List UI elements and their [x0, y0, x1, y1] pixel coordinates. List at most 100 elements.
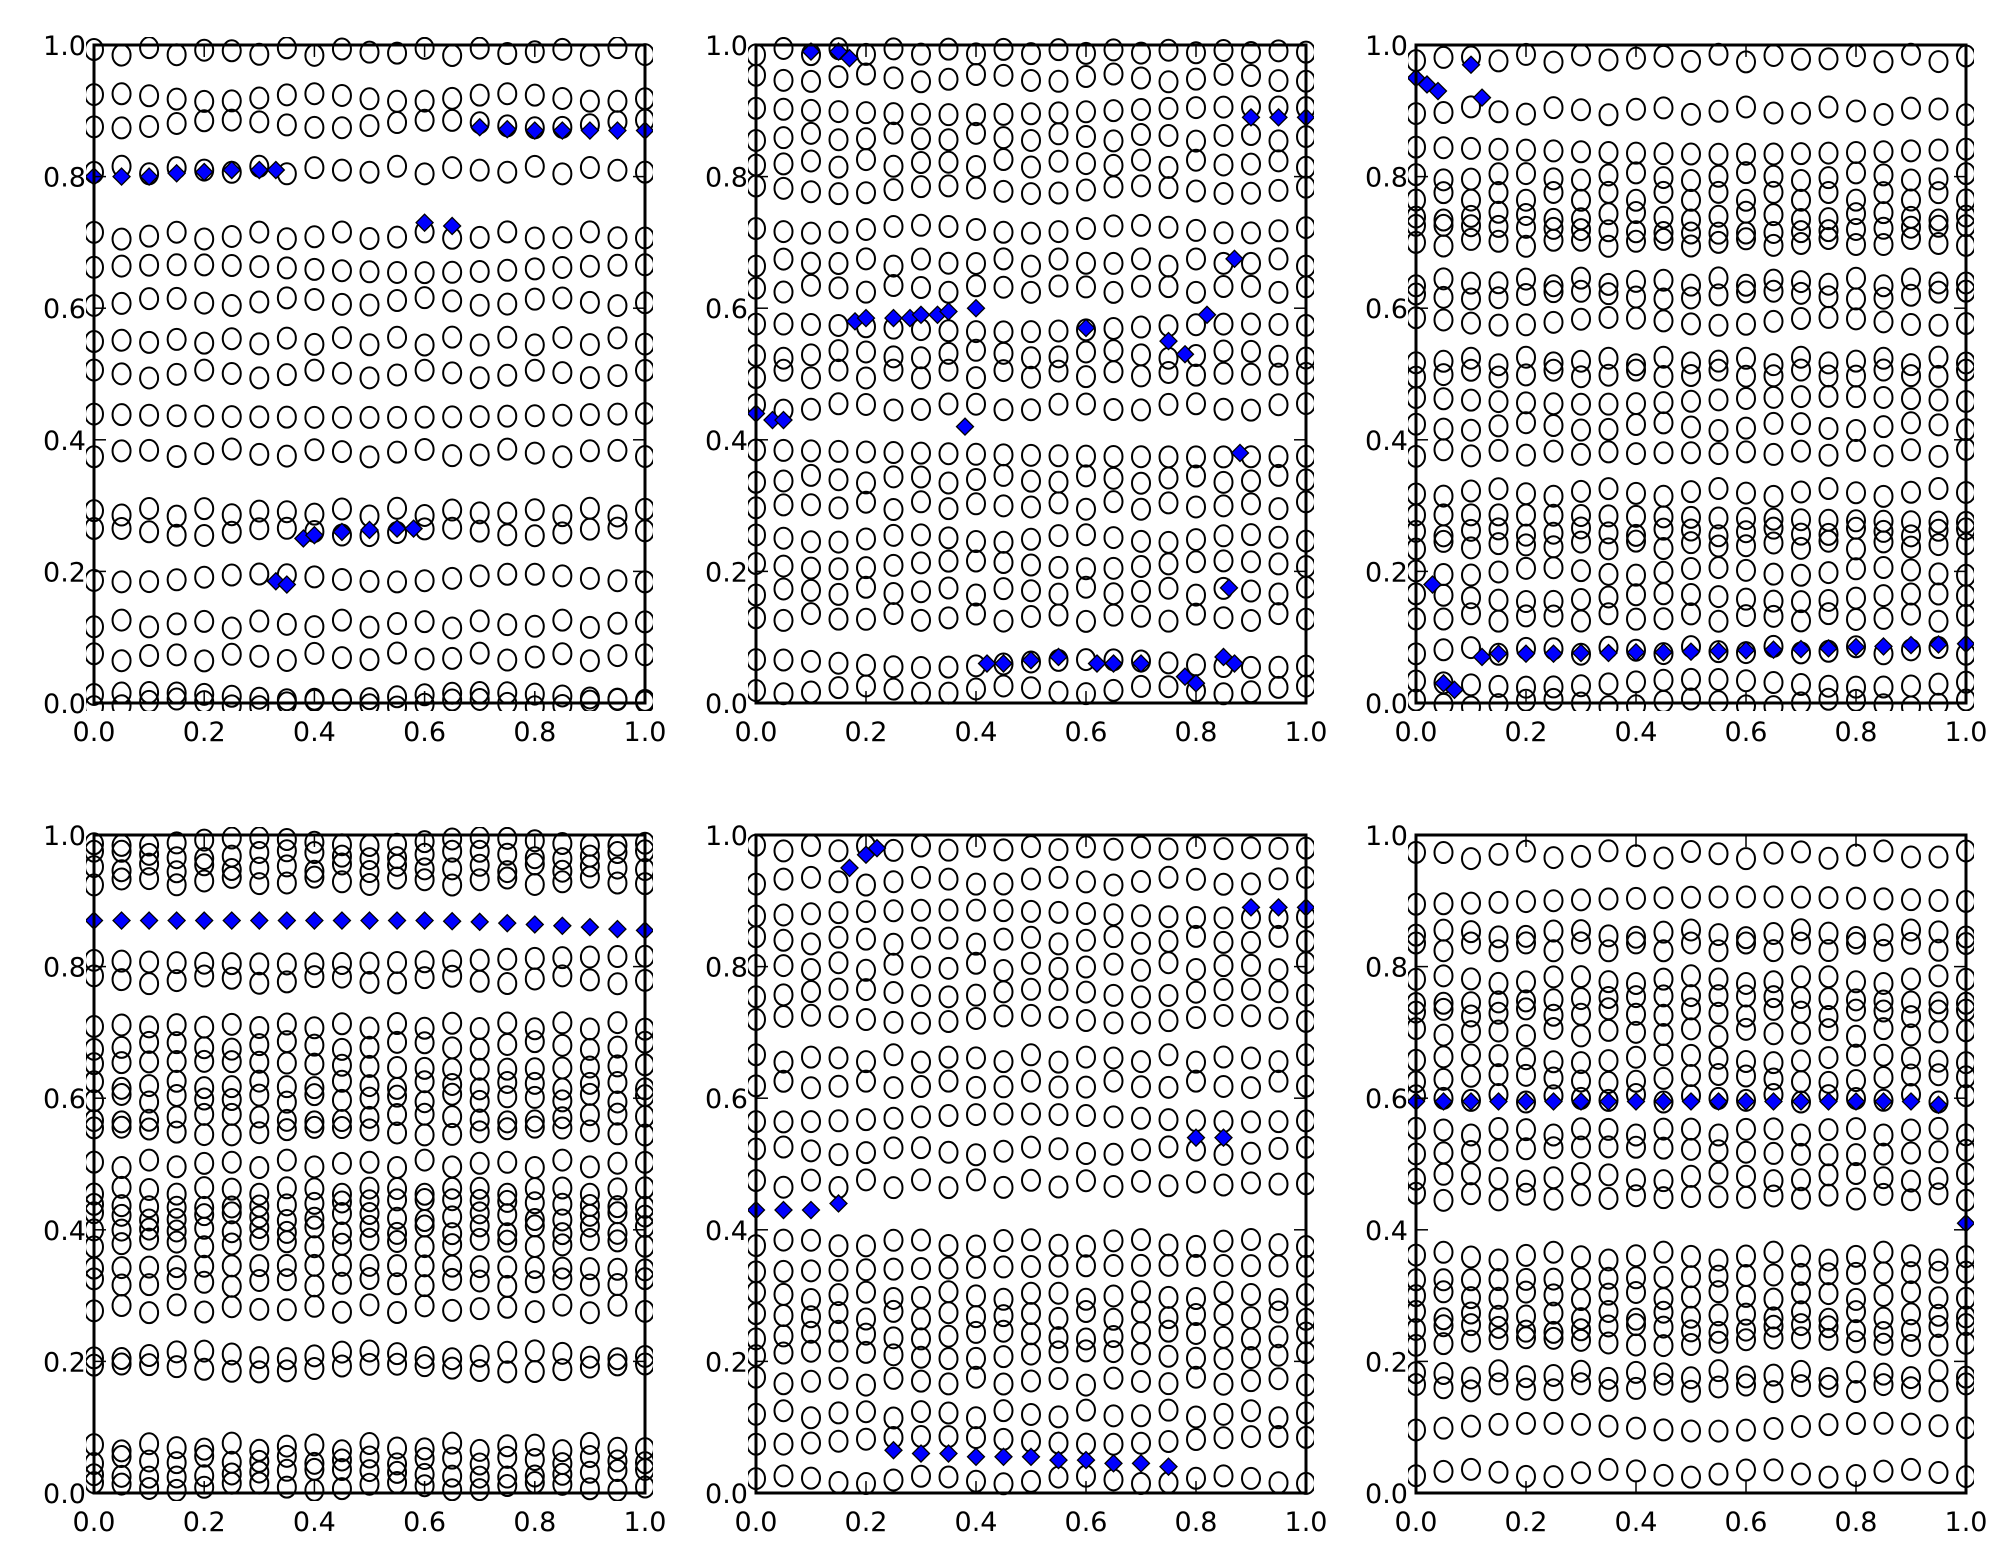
circle-point — [1928, 138, 1949, 162]
circle-point — [966, 1305, 986, 1329]
circle-point — [1241, 953, 1261, 977]
circle-point — [1681, 208, 1701, 232]
circle-point — [1516, 1411, 1536, 1435]
circle-point — [1021, 182, 1041, 206]
circle-point — [359, 1189, 380, 1213]
circle-point — [1708, 419, 1729, 443]
circle-point — [1213, 1229, 1234, 1253]
circle-point — [1928, 510, 1949, 534]
circle-point — [111, 949, 132, 973]
diamond-point — [1819, 1092, 1838, 1111]
circle-point — [801, 439, 821, 463]
circle-point — [1461, 891, 1481, 915]
circle-point — [194, 358, 215, 382]
circle-point — [1901, 1046, 1921, 1070]
circle-point — [1461, 1245, 1481, 1269]
circle-point — [1268, 39, 1289, 63]
circle-point — [524, 358, 545, 382]
circle-point — [993, 247, 1014, 271]
circle-point — [801, 578, 821, 602]
y-tick-label: 0.4 — [705, 426, 748, 457]
circle-point — [1626, 1069, 1646, 1093]
circle-point — [1488, 1412, 1509, 1436]
circle-point — [1076, 1287, 1096, 1311]
circle-point — [911, 1011, 931, 1035]
circle-point — [387, 1121, 408, 1145]
diamond-point — [167, 911, 187, 930]
circle-point — [331, 1232, 352, 1256]
circle-point — [607, 1273, 628, 1297]
circle-point — [1653, 142, 1674, 166]
circle-point — [1186, 41, 1206, 65]
circle-point — [1076, 178, 1096, 202]
circle-point — [1268, 1136, 1289, 1160]
circle-point — [1901, 1005, 1921, 1029]
circle-point — [607, 1347, 628, 1371]
circle-point — [1791, 207, 1811, 231]
circle-point — [1103, 925, 1124, 949]
circle-point — [1571, 1307, 1591, 1331]
circle-point — [1461, 167, 1481, 191]
circle-point — [1131, 1169, 1151, 1193]
y-tick-label: 0.6 — [705, 1084, 748, 1115]
circle-point — [276, 500, 297, 524]
circle-point — [1598, 219, 1619, 243]
diamond-point — [1230, 443, 1250, 463]
circle-point — [1846, 287, 1866, 311]
circle-point — [911, 1464, 931, 1488]
circle-point — [1488, 971, 1509, 995]
circle-point — [1103, 444, 1124, 468]
circle-point — [993, 899, 1014, 923]
circle-point — [801, 1288, 821, 1312]
circle-point — [801, 1076, 821, 1100]
circle-point — [1076, 100, 1096, 124]
circle-point — [579, 1119, 600, 1143]
circle-point — [1681, 997, 1701, 1021]
circle-point — [1103, 153, 1124, 177]
circle-point — [552, 564, 573, 588]
circle-point — [1103, 1142, 1124, 1166]
circle-point — [828, 1234, 849, 1258]
circle-point — [801, 530, 821, 554]
circle-point — [552, 964, 573, 988]
circle-point — [828, 1109, 849, 1133]
circle-point — [1186, 1069, 1206, 1093]
circle-point — [828, 128, 849, 152]
circle-point — [993, 494, 1014, 518]
circle-point — [304, 1235, 325, 1259]
diamond-point — [1225, 654, 1244, 673]
circle-point — [1543, 1301, 1564, 1325]
circle-point — [607, 504, 628, 528]
circle-point — [1103, 678, 1124, 702]
circle-point — [1048, 1103, 1069, 1127]
circle-point — [1076, 365, 1096, 389]
circle-point — [442, 964, 463, 988]
circle-point — [1268, 675, 1289, 699]
circle-point — [387, 570, 408, 594]
circle-point — [607, 1478, 628, 1501]
circle-point — [1488, 286, 1509, 310]
circle-point — [497, 1360, 518, 1384]
circle-point — [276, 1268, 297, 1292]
circle-point — [1213, 872, 1234, 896]
x-tick-label: 0.6 — [403, 717, 446, 748]
x-tick-label: 0.2 — [1505, 1507, 1548, 1538]
circle-point — [1021, 835, 1041, 859]
circle-point — [993, 609, 1014, 633]
circle-point — [1736, 364, 1756, 388]
circle-point — [1653, 227, 1674, 251]
circle-point — [1681, 364, 1701, 388]
circle-point — [1461, 563, 1481, 587]
circle-point — [1598, 924, 1619, 948]
circle-point — [1736, 534, 1756, 558]
circle-point — [1433, 1067, 1454, 1091]
circle-point — [1763, 1022, 1784, 1046]
circle-point — [414, 1188, 435, 1212]
circle-point — [938, 1280, 959, 1304]
circle-point — [194, 951, 215, 975]
diamond-point — [387, 519, 407, 539]
circle-point — [856, 101, 876, 125]
circle-point — [442, 1267, 463, 1291]
circle-point — [911, 551, 931, 575]
circle-point — [442, 1011, 463, 1035]
